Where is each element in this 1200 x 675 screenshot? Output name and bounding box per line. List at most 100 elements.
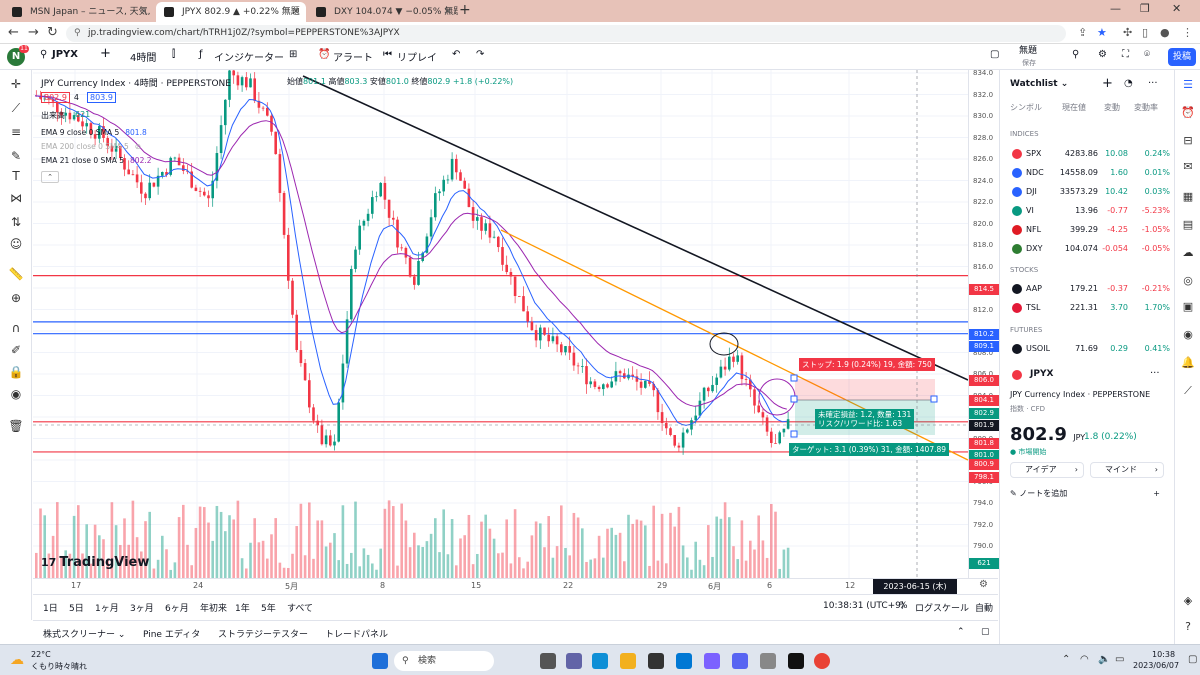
- new-tab-button[interactable]: +: [459, 2, 471, 18]
- broadcast-icon[interactable]: ◉: [1183, 328, 1193, 341]
- calendar-icon[interactable]: ▦: [1182, 190, 1194, 203]
- watchlist-row[interactable]: SPX 4283.86 10.08 0.24%: [1000, 145, 1174, 163]
- profile-icon[interactable]: ●: [1160, 26, 1170, 39]
- ideas-icon[interactable]: ☁: [1182, 246, 1194, 259]
- sell-button[interactable]: 802.9: [41, 92, 70, 103]
- range-button[interactable]: 5年: [261, 604, 276, 614]
- explorer-folder-icon[interactable]: [620, 653, 636, 669]
- app-icon[interactable]: [704, 653, 720, 669]
- symbol-search[interactable]: JPYX: [52, 49, 79, 60]
- ema9-legend[interactable]: EMA 9 close 0 SMA 5 801.8: [41, 128, 147, 137]
- chat-icon[interactable]: ✉: [1183, 160, 1193, 173]
- ema9-line[interactable]: [34, 95, 787, 426]
- watchlist-row[interactable]: DJI 33573.29 10.42 0.03%: [1000, 183, 1174, 201]
- range-button[interactable]: 1年: [235, 604, 250, 614]
- more-icon[interactable]: ···: [1150, 368, 1160, 379]
- indicators-button[interactable]: インジケーター: [214, 53, 284, 64]
- reload-icon[interactable]: ↻: [47, 25, 58, 40]
- url-field[interactable]: jp.tradingview.com/chart/hTRH1j0Z/?symbo…: [66, 25, 1066, 42]
- weather-temp[interactable]: 22°C: [31, 650, 51, 659]
- col-change[interactable]: 変動: [1104, 103, 1120, 112]
- section-stocks[interactable]: STOCKS: [1010, 266, 1039, 274]
- clock-date[interactable]: 2023/06/07: [1133, 661, 1180, 670]
- watchlist-title[interactable]: Watchlist ⌄: [1010, 79, 1068, 89]
- col-pct[interactable]: 変動率: [1134, 103, 1158, 112]
- watchlist-row[interactable]: NFL 399.29 -4.25 -1.05%: [1000, 221, 1174, 239]
- search-icon[interactable]: ⚲: [1072, 49, 1080, 60]
- notification-icon[interactable]: ▢: [1188, 654, 1198, 665]
- add-note-button[interactable]: ✎ ノートを追加 +: [1010, 487, 1164, 501]
- news-icon[interactable]: ▤: [1182, 218, 1194, 231]
- weather-icon[interactable]: ☁: [10, 652, 24, 668]
- fullscreen-icon[interactable]: ⛶: [1122, 49, 1129, 60]
- ema200-legend[interactable]: EMA 200 close 0 SMA 5 ⊘: [41, 142, 141, 151]
- redo-button[interactable]: ↷: [476, 49, 485, 60]
- layout-name[interactable]: 無題: [1019, 46, 1038, 56]
- task-view-icon[interactable]: [540, 653, 556, 669]
- range-button[interactable]: 3ヶ月: [130, 604, 154, 614]
- range-button[interactable]: 1ヶ月: [95, 604, 119, 614]
- tab-msn[interactable]: MSN Japan – ニュース, 天気, メール ×: [4, 2, 154, 22]
- discord-icon[interactable]: [732, 653, 748, 669]
- buy-button[interactable]: 803.9: [87, 92, 116, 103]
- compare-symbol-button[interactable]: +: [100, 46, 111, 61]
- ema21-line[interactable]: [34, 95, 787, 410]
- range-button[interactable]: 年初来: [200, 604, 228, 614]
- range-button[interactable]: 6ヶ月: [165, 604, 189, 614]
- watchlist-row[interactable]: DXY 104.074 -0.054 -0.05%: [1000, 240, 1174, 258]
- wifi-icon[interactable]: ◠: [1080, 654, 1089, 665]
- price-axis[interactable]: 834.0 832.0 830.0 828.0 826.0 824.0 822.0 820.0…: [968, 69, 999, 578]
- app-icon[interactable]: [760, 653, 776, 669]
- range-button[interactable]: 1日: [43, 604, 58, 614]
- layout-icon[interactable]: ▢: [990, 49, 1000, 60]
- magnet-icon[interactable]: ∩: [11, 321, 21, 335]
- taskbar-search[interactable]: ⚲ 検索: [394, 651, 494, 671]
- settings-gear-icon[interactable]: ⚙: [979, 579, 988, 590]
- help-icon[interactable]: ?: [1185, 620, 1191, 633]
- interval-button[interactable]: 4時間: [130, 53, 157, 64]
- crosshair-icon[interactable]: ✛: [10, 77, 22, 91]
- chart-pane[interactable]: JPY Currency Index · 4時間 · PEPPERSTONE 始…: [33, 70, 968, 578]
- tab-close-icon[interactable]: ×: [291, 6, 300, 17]
- close-window-icon[interactable]: ✕: [1172, 2, 1182, 15]
- clock[interactable]: 10:38:31 (UTC+9): [823, 601, 905, 611]
- undo-button[interactable]: ↶: [452, 49, 461, 60]
- minimize-icon[interactable]: —: [1110, 2, 1121, 15]
- handle[interactable]: [790, 395, 798, 403]
- chart-canvas[interactable]: [33, 70, 968, 578]
- circle-annotation-purple[interactable]: [758, 378, 796, 416]
- stop-zone[interactable]: [795, 379, 935, 400]
- log-scale-button[interactable]: ログスケール: [915, 604, 970, 614]
- auto-scale-button[interactable]: 自動: [975, 604, 994, 614]
- trend-line-black[interactable]: [302, 75, 968, 381]
- tray-chevron-icon[interactable]: ⌃: [1062, 654, 1071, 665]
- start-windows-icon[interactable]: [372, 653, 388, 669]
- circle-annotation[interactable]: [709, 332, 739, 356]
- watchlist-icon[interactable]: ☰: [1183, 78, 1193, 91]
- brush-icon[interactable]: ✎: [10, 149, 22, 163]
- templates-icon[interactable]: ⊞: [289, 49, 298, 60]
- fib-retracement-icon[interactable]: ≡: [10, 125, 22, 139]
- alerts-clock-icon[interactable]: ⏰: [1181, 106, 1195, 119]
- minds-button[interactable]: マインド ›: [1090, 462, 1164, 478]
- detail-symbol[interactable]: JPYX: [1030, 369, 1054, 379]
- weather-desc[interactable]: くもり時々晴れ: [31, 662, 87, 671]
- extensions-icon[interactable]: ✣: [1123, 26, 1133, 39]
- add-symbol-icon[interactable]: +: [1102, 76, 1113, 91]
- chart-legend-title[interactable]: JPY Currency Index · 4時間 · PEPPERSTONE: [41, 79, 231, 89]
- handle[interactable]: [930, 395, 938, 403]
- streams-icon[interactable]: ▣: [1182, 300, 1194, 313]
- xm-icon[interactable]: [788, 653, 804, 669]
- teams-icon[interactable]: [566, 653, 582, 669]
- advanced-view-icon[interactable]: ◔: [1124, 78, 1133, 89]
- percent-scale-button[interactable]: %: [899, 601, 908, 611]
- handle[interactable]: [790, 430, 798, 438]
- chrome-icon[interactable]: [814, 653, 830, 669]
- bookmark-star-icon[interactable]: ★: [1097, 26, 1107, 39]
- visibility-eye-icon[interactable]: ◉: [10, 387, 22, 401]
- notifications-bell-icon[interactable]: 🔔: [1181, 356, 1195, 369]
- watchlist-row[interactable]: TSL 221.31 3.70 1.70%: [1000, 299, 1174, 317]
- tab-pine-editor[interactable]: Pine エディタ: [143, 630, 201, 640]
- detail-name[interactable]: JPY Currency Index · PEPPERSTONE: [1010, 390, 1151, 399]
